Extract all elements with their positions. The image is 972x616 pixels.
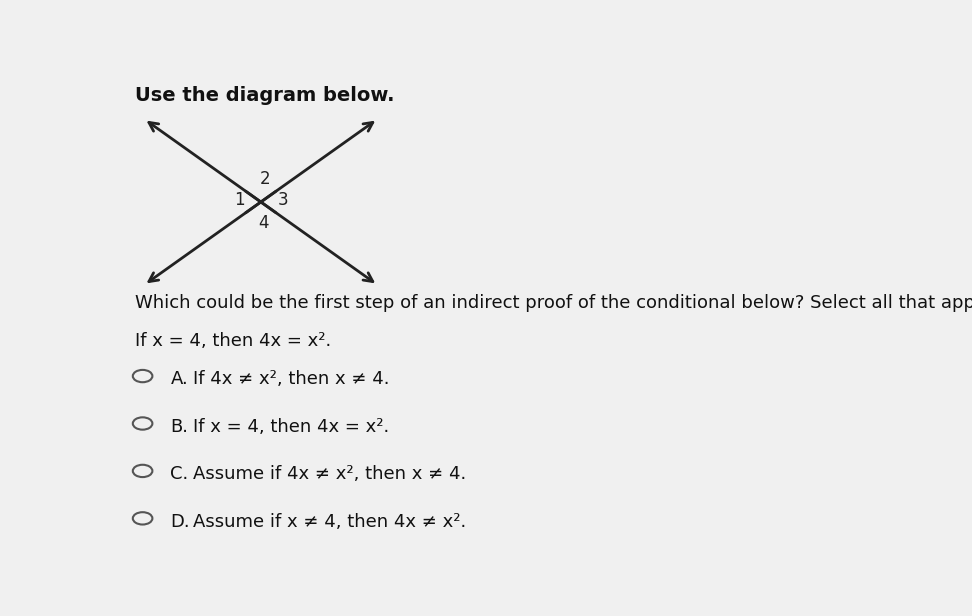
Text: Assume if x ≠ 4, then 4x ≠ x².: Assume if x ≠ 4, then 4x ≠ x². — [193, 513, 467, 530]
Text: Use the diagram below.: Use the diagram below. — [135, 86, 395, 105]
Text: 4: 4 — [258, 214, 268, 232]
Text: A.: A. — [170, 370, 189, 388]
Text: 2: 2 — [260, 170, 270, 188]
Text: B.: B. — [170, 418, 189, 436]
Text: If x = 4, then 4x = x².: If x = 4, then 4x = x². — [193, 418, 390, 436]
Text: Which could be the first step of an indirect proof of the conditional below? Sel: Which could be the first step of an indi… — [135, 294, 972, 312]
Text: 1: 1 — [233, 190, 244, 209]
Text: 3: 3 — [277, 190, 288, 209]
Text: Assume if 4x ≠ x², then x ≠ 4.: Assume if 4x ≠ x², then x ≠ 4. — [193, 465, 467, 483]
Text: If x = 4, then 4x = x².: If x = 4, then 4x = x². — [135, 333, 331, 351]
Text: C.: C. — [170, 465, 189, 483]
Text: If 4x ≠ x², then x ≠ 4.: If 4x ≠ x², then x ≠ 4. — [193, 370, 390, 388]
Text: D.: D. — [170, 513, 191, 530]
